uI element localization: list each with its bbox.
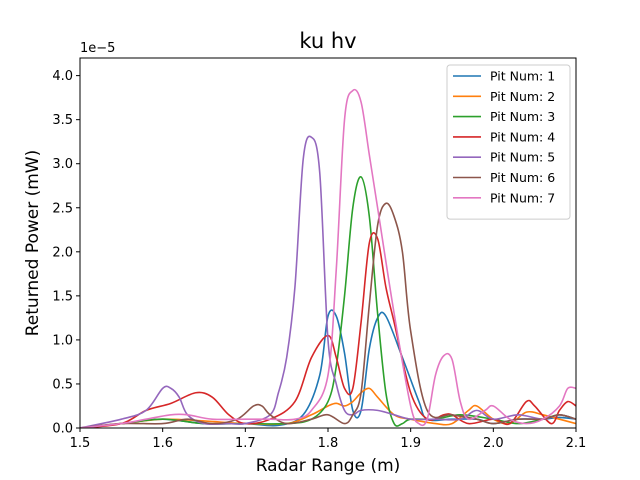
legend-label-3: Pit Num: 3 xyxy=(490,109,555,124)
series-line-6 xyxy=(80,202,576,428)
y-tick-label: 0.5 xyxy=(52,377,73,392)
y-tick-label: 0.0 xyxy=(52,422,73,437)
legend-label-5: Pit Num: 5 xyxy=(490,150,555,165)
series-group xyxy=(80,88,576,428)
y-axis-label: Returned Power (mW) xyxy=(23,150,43,337)
legend-label-6: Pit Num: 6 xyxy=(490,170,555,185)
x-axis-label: Radar Range (m) xyxy=(256,456,401,476)
y-tick-label: 1.0 xyxy=(52,333,73,348)
y-tick-label: 1.5 xyxy=(52,289,73,304)
series-line-5 xyxy=(80,135,576,428)
y-tick-label: 3.0 xyxy=(52,157,73,172)
y-tick-label: 2.5 xyxy=(52,201,73,216)
x-tick-label: 1.5 xyxy=(70,436,91,451)
legend: Pit Num: 1 Pit Num: 2 Pit Num: 3 Pit Num: 4… xyxy=(446,64,571,220)
series-line-7 xyxy=(80,88,576,428)
x-tick-label: 1.8 xyxy=(318,436,339,451)
y-tick-label: 3.5 xyxy=(52,113,73,128)
chart-title: ku hv xyxy=(299,29,356,53)
x-tick-label: 1.7 xyxy=(235,436,256,451)
series-line-4 xyxy=(80,232,576,428)
legend-label-1: Pit Num: 1 xyxy=(490,69,555,84)
legend-label-2: Pit Num: 2 xyxy=(490,89,555,104)
legend-label-7: Pit Num: 7 xyxy=(490,190,555,205)
y-axis: 0.0 0.5 1.0 1.5 2.0 2.5 3.0 3.5 4.0 xyxy=(52,69,80,437)
x-tick-label: 2.0 xyxy=(483,436,504,451)
x-tick-label: 1.6 xyxy=(152,436,173,451)
y-tick-label: 4.0 xyxy=(52,69,73,84)
y-tick-label: 2.0 xyxy=(52,245,73,260)
x-tick-label: 1.9 xyxy=(400,436,421,451)
y-offset-text: 1e−5 xyxy=(80,41,115,56)
x-axis: 1.5 1.6 1.7 1.8 1.9 2.0 2.1 xyxy=(70,428,587,451)
legend-label-4: Pit Num: 4 xyxy=(490,129,555,144)
legend-box xyxy=(446,64,571,220)
x-tick-label: 2.1 xyxy=(566,436,587,451)
